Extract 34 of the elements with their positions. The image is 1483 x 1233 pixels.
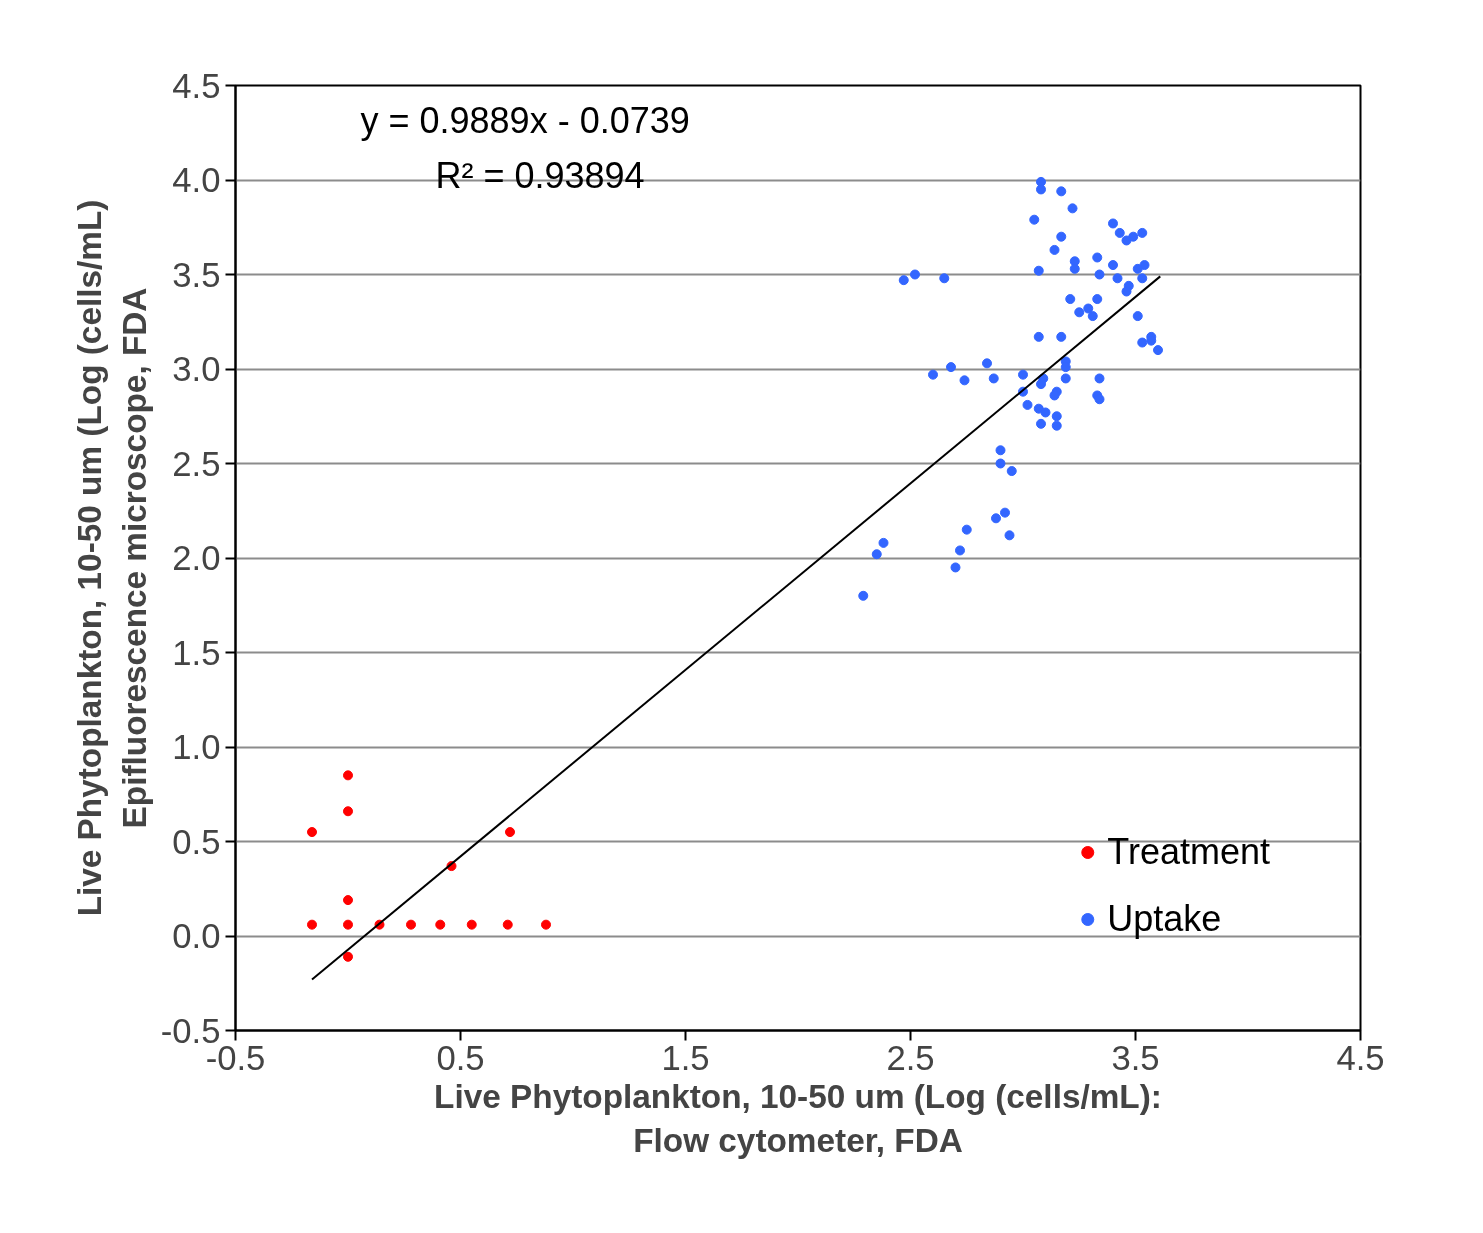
x-tick-label: 0.5: [436, 1038, 485, 1077]
point: [541, 919, 551, 930]
x-axis-title: Live Phytoplankton, 10-50 um (Log (cells/mL): Flow cytometer, FDA: [434, 1077, 1162, 1159]
x-tick-label: 3.5: [1111, 1038, 1160, 1077]
y-tick-label: 1.0: [172, 728, 221, 766]
y-tick-label: 2.0: [172, 539, 221, 577]
point: [343, 951, 353, 962]
point: [307, 919, 317, 930]
y-tick-label: 3.0: [172, 350, 221, 388]
x-tick-label: 1.5: [661, 1038, 710, 1077]
point: [343, 770, 353, 781]
y-axis-title: Live Phytoplankton, 10-50 um (Log (cells/mL) Epifluorescence microscope, FDA: [71, 199, 153, 917]
y-tick-label: 0.5: [172, 822, 221, 861]
x-tick-label: 4.5: [1336, 1038, 1385, 1077]
y-tick-label: 4.5: [172, 66, 221, 105]
x-tick-label: 2.5: [886, 1038, 935, 1077]
point: [307, 827, 317, 838]
y-tick-label: 4.0: [172, 161, 221, 199]
y-tick-label: 2.5: [172, 444, 221, 483]
point: [343, 895, 353, 906]
point: [406, 919, 416, 930]
y-tick-label: 0.0: [172, 917, 221, 955]
point: [466, 919, 477, 930]
legend-label: Uptake: [1107, 898, 1222, 940]
point: [502, 919, 513, 930]
annotation: R² = 0.93894: [435, 154, 645, 196]
y-tick-label: 3.5: [172, 255, 221, 294]
point: [343, 806, 353, 817]
legend-label: Treatment: [1107, 831, 1270, 873]
point: [435, 919, 446, 930]
y-tick-label: 1.5: [172, 633, 221, 672]
point: [343, 919, 353, 930]
annotation: y = 0.9889x - 0.0739: [360, 99, 690, 141]
point: [505, 827, 515, 838]
